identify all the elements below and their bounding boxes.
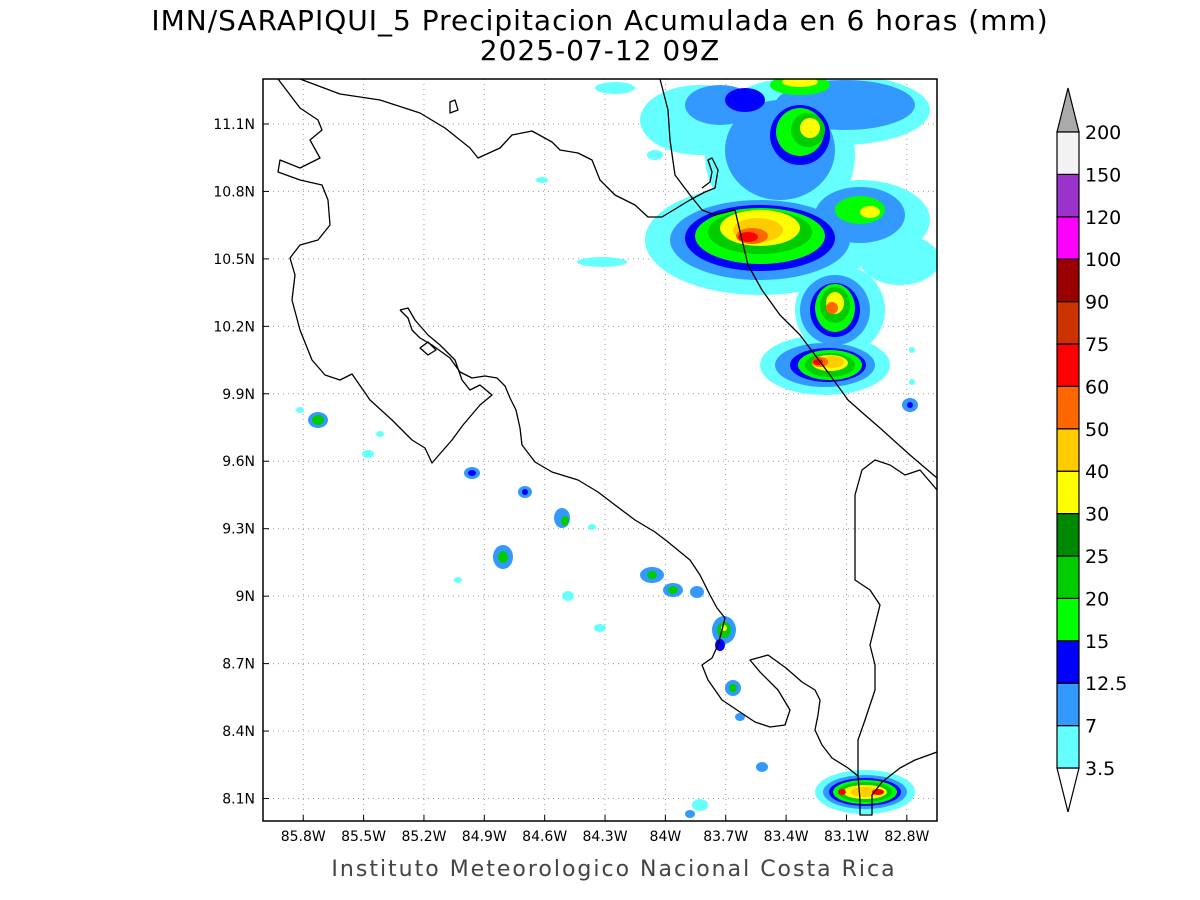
lon-tick-label: 85.2W	[401, 829, 446, 845]
lon-tick-label: 85.8W	[281, 829, 326, 845]
precipitation-colorbar: 3.5 7 12.5 15 20 25 30 40 50 60 75 90 100 120 150 200	[1056, 87, 1127, 813]
colorbar-swatch	[1056, 216, 1080, 260]
colorbar-swatch	[1056, 512, 1080, 557]
lon-tick-label: 83.4W	[764, 829, 809, 845]
colorbar-swatch	[1056, 597, 1080, 642]
map-plot-area: 85.8W 85.5W 85.2W 84.9W 84.6W 84.3W 84W 83.7W 83…	[213, 78, 938, 845]
colorbar-label: 90	[1085, 292, 1109, 314]
lat-tick-label: 9.9N	[222, 387, 255, 403]
lake-island	[449, 99, 459, 114]
colorbar-swatch	[1056, 385, 1080, 430]
colorbar-label: 30	[1085, 504, 1109, 526]
caribbean-coast	[299, 79, 719, 218]
latitude-axis: 8.1N 8.4N 8.7N 9N 9.3N 9.6N 9.9N 10.2N 10.5N 10.8…	[213, 117, 269, 808]
rain-cluster-southeast	[815, 770, 915, 814]
map-gridlines	[263, 79, 937, 821]
precipitation-field	[296, 79, 937, 818]
colorbar-label: 25	[1085, 546, 1109, 568]
map-title-line2: 2025-07-12 09Z	[480, 34, 720, 67]
lat-tick-label: 10.5N	[213, 252, 255, 268]
pacific-coast-peninsula	[399, 309, 859, 777]
colorbar-label: 120	[1085, 207, 1121, 229]
colorbar-swatch	[1056, 258, 1080, 303]
gulf-island	[419, 341, 437, 356]
colorbar-bottom-triangle	[1056, 767, 1080, 813]
lon-tick-label: 84.6W	[522, 829, 567, 845]
colorbar-label: 200	[1085, 122, 1121, 144]
lon-tick-label: 82.8W	[884, 829, 929, 845]
lon-tick-label: 83.1W	[824, 829, 869, 845]
coastlines-and-borders	[277, 79, 937, 816]
colorbar-label: 60	[1085, 376, 1109, 398]
colorbar-swatch	[1056, 428, 1080, 472]
lat-tick-label: 9N	[236, 589, 255, 605]
colorbar-label: 75	[1085, 334, 1109, 356]
colorbar-swatch	[1056, 640, 1080, 684]
panama-interior-line	[854, 495, 937, 816]
rain-scattered-cells	[296, 82, 918, 818]
nicaragua-costa-rica-coast-north	[277, 79, 493, 464]
lat-tick-label: 8.1N	[222, 792, 255, 808]
nicaragua-north-coast	[659, 79, 736, 216]
colorbar-swatch	[1056, 724, 1080, 769]
colorbar-label: 50	[1085, 419, 1109, 441]
colorbar-label: 12.5	[1085, 673, 1127, 695]
map-title-line1: IMN/SARAPIQUI_5 Precipitacion Acumulada …	[151, 4, 1048, 37]
lat-tick-label: 8.4N	[222, 724, 255, 740]
colorbar-swatch	[1056, 470, 1080, 515]
colorbar-label: 3.5	[1085, 758, 1115, 780]
colorbar-swatch	[1056, 173, 1080, 218]
colorbar-label: 15	[1085, 631, 1109, 653]
colorbar-top-triangle	[1056, 87, 1080, 133]
border-costa-rica-panama	[734, 209, 937, 479]
lat-tick-label: 8.7N	[222, 657, 255, 673]
colorbar-swatch	[1056, 682, 1080, 727]
lat-tick-label: 10.8N	[213, 184, 255, 200]
colorbar-swatch	[1056, 555, 1080, 600]
lon-tick-label: 84.9W	[462, 829, 507, 845]
lat-tick-label: 9.3N	[222, 522, 255, 538]
map-frame	[262, 78, 938, 822]
lon-tick-label: 84.3W	[583, 829, 628, 845]
lat-tick-label: 9.6N	[222, 454, 255, 470]
colorbar-label: 20	[1085, 588, 1109, 610]
lat-tick-label: 10.2N	[213, 319, 255, 335]
lat-tick-label: 11.1N	[213, 117, 255, 133]
lon-tick-label: 83.7W	[703, 829, 748, 845]
longitude-axis: 85.8W 85.5W 85.2W 84.9W 84.6W 84.3W 84W 83.7W 83…	[281, 815, 929, 845]
colorbar-label: 40	[1085, 461, 1109, 483]
colorbar-swatch	[1056, 301, 1080, 345]
lon-tick-label: 84W	[650, 829, 682, 845]
panama-coast	[854, 459, 937, 496]
colorbar-label: 150	[1085, 164, 1121, 186]
colorbar-label: 7	[1085, 716, 1097, 738]
colorbar-swatch	[1056, 343, 1080, 388]
colorbar-swatch	[1056, 131, 1080, 176]
rain-cluster-northeast	[640, 79, 937, 395]
colorbar-label: 100	[1085, 249, 1121, 271]
lon-tick-label: 85.5W	[341, 829, 386, 845]
credit-text: Instituto Meteorologico Nacional Costa R…	[331, 857, 896, 882]
